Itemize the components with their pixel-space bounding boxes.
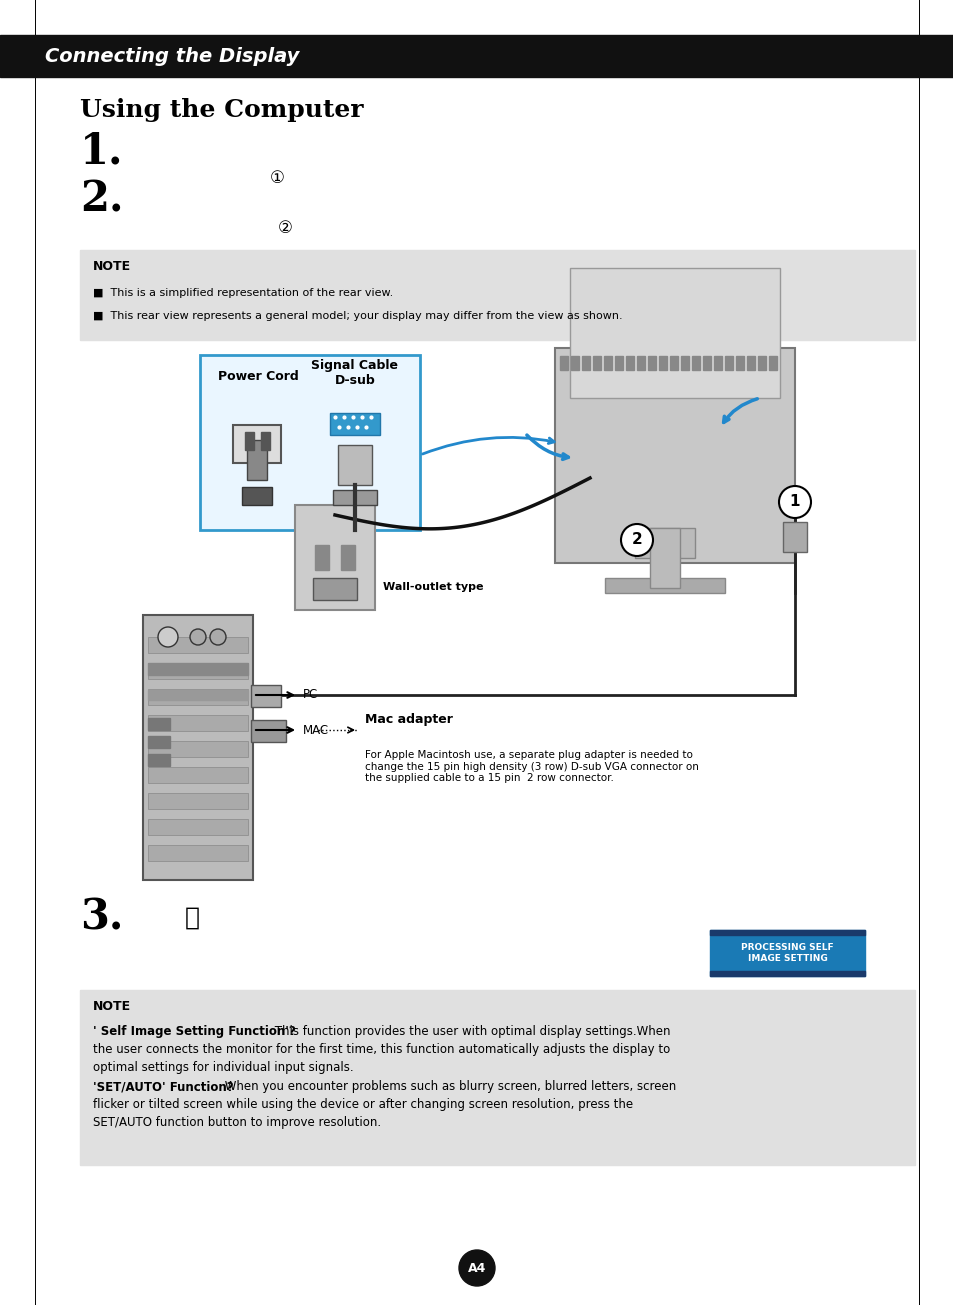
Bar — [143, 615, 253, 880]
Bar — [333, 489, 376, 505]
Bar — [247, 440, 267, 480]
Bar — [245, 432, 253, 450]
Bar — [200, 355, 419, 530]
Bar — [735, 356, 743, 371]
Bar — [148, 741, 248, 757]
Bar — [148, 663, 248, 675]
Text: 1: 1 — [789, 495, 800, 509]
Bar — [559, 356, 567, 371]
Text: Signal Cable
D-sub: Signal Cable D-sub — [312, 359, 398, 388]
Text: Power Cord: Power Cord — [217, 371, 298, 384]
Circle shape — [210, 629, 226, 645]
Text: 'SET/AUTO' Function?: 'SET/AUTO' Function? — [92, 1081, 233, 1094]
Bar — [148, 690, 248, 699]
Bar — [148, 736, 170, 748]
Bar — [637, 356, 644, 371]
Bar — [148, 689, 248, 705]
Bar — [571, 356, 578, 371]
Circle shape — [620, 525, 652, 556]
Bar — [233, 425, 281, 463]
Text: Using the Computer: Using the Computer — [80, 98, 363, 121]
Bar — [782, 522, 806, 552]
Bar — [148, 846, 248, 861]
Bar — [148, 637, 248, 652]
Text: flicker or tilted screen while using the device or after changing screen resolut: flicker or tilted screen while using the… — [92, 1098, 633, 1111]
Bar — [313, 578, 356, 600]
Bar — [251, 720, 286, 743]
Circle shape — [458, 1250, 495, 1285]
Bar — [569, 268, 780, 398]
Text: NOTE: NOTE — [92, 1001, 131, 1014]
Bar — [330, 412, 379, 435]
Bar — [340, 545, 355, 570]
Bar — [649, 529, 679, 589]
Circle shape — [158, 626, 178, 647]
Bar — [669, 356, 678, 371]
Text: the user connects the monitor for the first time, this function automatically ad: the user connects the monitor for the fi… — [92, 1043, 670, 1056]
Text: This function provides the user with optimal display settings.When: This function provides the user with opt… — [271, 1024, 670, 1037]
Text: 2.: 2. — [80, 179, 123, 221]
Text: ' Self Image Setting Function'?: ' Self Image Setting Function'? — [92, 1024, 295, 1037]
Bar — [691, 356, 700, 371]
Bar — [615, 356, 622, 371]
Bar — [555, 348, 794, 562]
Bar — [635, 529, 695, 559]
Bar — [314, 545, 329, 570]
Bar — [581, 356, 589, 371]
Bar — [724, 356, 732, 371]
Text: ⏻: ⏻ — [185, 906, 200, 930]
Bar — [709, 930, 864, 976]
Bar — [148, 767, 248, 783]
Text: Mac adapter: Mac adapter — [365, 714, 453, 727]
Bar — [294, 505, 375, 609]
Bar — [80, 251, 914, 341]
Text: 3.: 3. — [80, 897, 123, 940]
Bar — [251, 685, 281, 707]
Bar — [148, 715, 248, 731]
Bar — [647, 356, 656, 371]
Text: PROCESSING SELF
IMAGE SETTING: PROCESSING SELF IMAGE SETTING — [740, 944, 833, 963]
Bar — [593, 356, 600, 371]
Text: A4: A4 — [467, 1262, 486, 1275]
Bar — [603, 356, 612, 371]
Bar — [0, 35, 953, 77]
Bar — [680, 356, 688, 371]
Circle shape — [779, 485, 810, 518]
Text: PC: PC — [303, 689, 318, 702]
Bar — [148, 793, 248, 809]
Text: For Apple Macintosh use, a separate plug adapter is needed to
change the 15 pin : For Apple Macintosh use, a separate plug… — [365, 750, 699, 783]
Text: 1.: 1. — [80, 130, 123, 174]
Text: ②: ② — [277, 219, 293, 238]
Bar — [758, 356, 765, 371]
Text: NOTE: NOTE — [92, 261, 131, 274]
Bar — [604, 578, 724, 592]
Bar — [702, 356, 710, 371]
Bar — [659, 356, 666, 371]
Bar — [709, 971, 864, 976]
Bar — [80, 990, 914, 1165]
Circle shape — [190, 629, 206, 645]
Text: Wall-outlet type: Wall-outlet type — [382, 582, 483, 592]
Bar — [709, 930, 864, 934]
Bar — [713, 356, 721, 371]
Bar — [148, 718, 170, 729]
Bar — [768, 356, 776, 371]
Text: MAC: MAC — [303, 723, 329, 736]
Bar — [746, 356, 754, 371]
Text: optimal settings for individual input signals.: optimal settings for individual input si… — [92, 1061, 354, 1074]
Text: Connecting the Display: Connecting the Display — [45, 47, 299, 65]
Text: ①: ① — [270, 170, 285, 187]
Bar — [242, 487, 272, 505]
Bar — [261, 432, 270, 450]
Bar — [148, 820, 248, 835]
Text: SET/AUTO function button to improve resolution.: SET/AUTO function button to improve reso… — [92, 1116, 381, 1129]
Bar — [148, 754, 170, 766]
Bar — [625, 356, 634, 371]
Text: When you encounter problems such as blurry screen, blurred letters, screen: When you encounter problems such as blur… — [221, 1081, 676, 1094]
Bar — [337, 445, 372, 485]
Text: 2: 2 — [631, 532, 641, 548]
Bar — [148, 663, 248, 679]
Text: ■  This rear view represents a general model; your display may differ from the v: ■ This rear view represents a general mo… — [92, 311, 622, 321]
Text: ■  This is a simplified representation of the rear view.: ■ This is a simplified representation of… — [92, 288, 393, 298]
